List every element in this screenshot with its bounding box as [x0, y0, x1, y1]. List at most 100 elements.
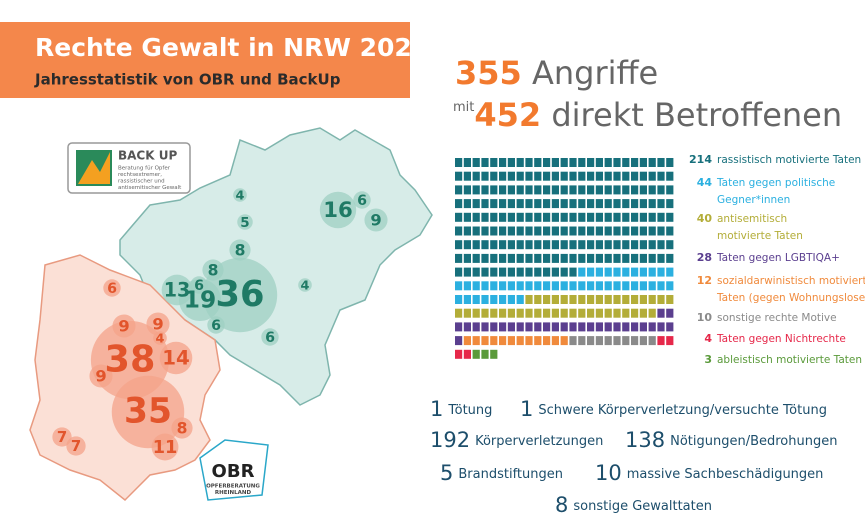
- map-bubble: [171, 417, 193, 439]
- waffle-square: [578, 185, 586, 195]
- map-bubble-label: 19: [184, 287, 216, 314]
- waffle-square: [622, 281, 630, 291]
- waffle-square: [666, 322, 674, 332]
- waffle-square: [587, 295, 595, 304]
- waffle-square: [551, 226, 559, 236]
- waffle-square: [534, 185, 542, 195]
- waffle-square: [595, 240, 603, 250]
- legend-label: sozialdarwinistisch motivierte: [717, 275, 865, 287]
- legend-count: 4: [704, 332, 712, 345]
- waffle-square: [472, 158, 480, 167]
- legend-label: ableistisch motivierte Taten: [717, 354, 862, 366]
- waffle-square: [455, 322, 463, 332]
- waffle-square: [622, 171, 630, 181]
- map-bubble: [159, 341, 193, 375]
- waffle-square: [666, 240, 674, 250]
- waffle-square: [463, 281, 471, 291]
- waffle-square: [481, 308, 489, 318]
- waffle-square: [525, 308, 533, 318]
- waffle-square: [499, 158, 507, 167]
- waffle-square: [472, 171, 480, 181]
- waffle-square: [622, 336, 630, 346]
- waffle-square: [595, 281, 603, 291]
- backup-tagline: rechtsextremer,: [118, 172, 162, 178]
- waffle-square: [543, 240, 551, 250]
- waffle-square: [560, 171, 568, 181]
- waffle-square: [472, 226, 480, 236]
- waffle-square: [604, 308, 612, 318]
- waffle-square: [490, 240, 498, 250]
- waffle-square: [595, 322, 603, 332]
- stat-count: 10: [595, 461, 622, 485]
- waffle-square: [569, 240, 577, 250]
- waffle-square: [543, 226, 551, 236]
- backup-tagline: rassistischer und: [118, 179, 165, 185]
- map-bubble-label: 9: [118, 317, 129, 336]
- legend-count: 3: [704, 353, 712, 366]
- stat-count: 1: [430, 397, 443, 421]
- waffle-square: [631, 226, 639, 236]
- waffle-square: [490, 253, 498, 263]
- waffle-square: [622, 253, 630, 263]
- map-bubble-label: 6: [194, 278, 204, 294]
- waffle-square: [560, 336, 568, 346]
- waffle-square: [481, 336, 489, 346]
- waffle-square: [516, 336, 524, 346]
- map-bubble: [207, 316, 225, 334]
- map-bubble: [103, 279, 121, 297]
- waffle-square: [578, 253, 586, 263]
- waffle-square: [657, 185, 665, 195]
- stat-count: 138: [625, 428, 665, 452]
- waffle-square: [499, 253, 507, 263]
- waffle-square: [499, 267, 507, 277]
- map-bubble-label: 6: [265, 330, 275, 346]
- map-bubble-label: 4: [156, 332, 165, 347]
- waffle-square: [490, 267, 498, 277]
- waffle-square: [631, 336, 639, 346]
- waffle-square: [657, 253, 665, 263]
- waffle-square: [463, 322, 471, 332]
- waffle-square: [639, 226, 647, 236]
- stat-label: Brandstiftungen: [458, 467, 563, 482]
- waffle-square: [507, 185, 515, 195]
- waffle-square: [657, 158, 665, 167]
- waffle-square: [613, 171, 621, 181]
- map-bubble: [353, 191, 371, 209]
- waffle-square: [516, 185, 524, 195]
- waffle-square: [666, 336, 674, 346]
- legend-count: 44: [697, 176, 713, 189]
- waffle-square: [595, 199, 603, 209]
- waffle-square: [560, 199, 568, 209]
- waffle-square: [569, 226, 577, 236]
- waffle-square: [516, 267, 524, 277]
- map-bubble: [233, 188, 247, 202]
- waffle-square: [551, 212, 559, 222]
- map-bubble-label: 9: [95, 367, 106, 386]
- waffle-square: [481, 295, 489, 304]
- waffle-square: [666, 185, 674, 195]
- waffle-square: [472, 185, 480, 195]
- waffle-square: [490, 171, 498, 181]
- legend-label: Taten gegen Nichtrechte: [716, 333, 846, 345]
- waffle-square: [481, 281, 489, 291]
- waffle-square: [455, 171, 463, 181]
- waffle-square: [569, 295, 577, 304]
- waffle-square: [595, 185, 603, 195]
- waffle-square: [622, 226, 630, 236]
- subtitle: Jahresstatistik von OBR und BackUp: [34, 71, 341, 89]
- waffle-square: [463, 253, 471, 263]
- waffle-square: [499, 226, 507, 236]
- waffle-square: [604, 240, 612, 250]
- waffle-square: [472, 253, 480, 263]
- stat: 5 Brandstiftungen: [440, 461, 563, 485]
- waffle-square: [657, 295, 665, 304]
- affected-label: direkt Betroffenen: [551, 96, 842, 134]
- waffle-square: [551, 199, 559, 209]
- waffle-square: [578, 240, 586, 250]
- waffle-square: [455, 240, 463, 250]
- affected-number: 452: [474, 96, 541, 134]
- waffle-square: [516, 212, 524, 222]
- waffle-square: [569, 171, 577, 181]
- waffle-square: [613, 185, 621, 195]
- waffle-square: [666, 212, 674, 222]
